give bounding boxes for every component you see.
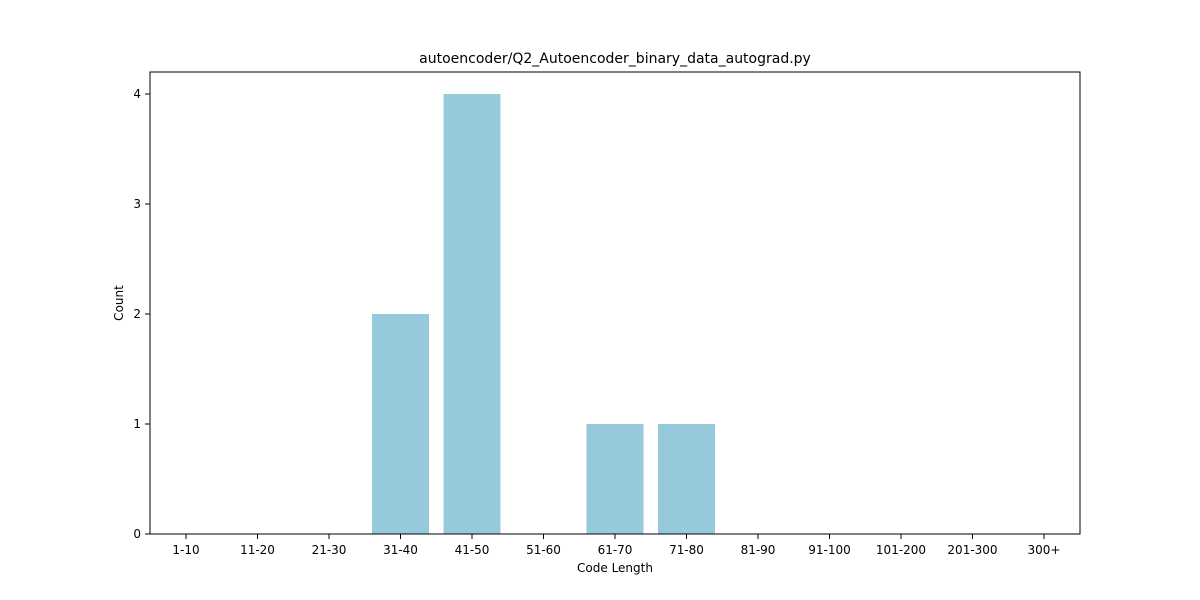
- x-tick-label: 81-90: [741, 543, 776, 557]
- y-tick-label: 4: [133, 87, 141, 101]
- chart-title: autoencoder/Q2_Autoencoder_binary_data_a…: [419, 51, 811, 67]
- x-tick-label: 300+: [1028, 543, 1061, 557]
- bars-layer: [372, 94, 715, 534]
- y-axis-label: Count: [112, 285, 126, 321]
- x-axis-ticks: 1-10 11-20 21-30 31-40 41-50 51-60 61-70 71-80 8…: [172, 534, 1060, 557]
- y-tick-label: 3: [133, 197, 141, 211]
- x-tick-label: 101-200: [876, 543, 926, 557]
- x-tick-label: 71-80: [669, 543, 704, 557]
- x-tick-label: 1-10: [172, 543, 199, 557]
- x-tick-label: 11-20: [240, 543, 275, 557]
- bar-61-70: [586, 424, 644, 534]
- x-tick-label: 21-30: [312, 543, 347, 557]
- x-tick-label: 61-70: [598, 543, 633, 557]
- x-tick-label: 31-40: [383, 543, 418, 557]
- y-tick-label: 0: [133, 527, 141, 541]
- x-tick-label: 91-100: [808, 543, 851, 557]
- x-tick-label: 41-50: [455, 543, 490, 557]
- bar-71-80: [658, 424, 715, 534]
- y-axis-ticks: 0 1 2 3 4: [133, 87, 150, 541]
- y-tick-label: 1: [133, 417, 141, 431]
- y-tick-label: 2: [133, 307, 141, 321]
- x-axis-label: Code Length: [577, 561, 653, 575]
- x-tick-label: 201-300: [947, 543, 997, 557]
- bar-31-40: [372, 314, 429, 534]
- bar-41-50: [443, 94, 501, 534]
- x-tick-label: 51-60: [526, 543, 561, 557]
